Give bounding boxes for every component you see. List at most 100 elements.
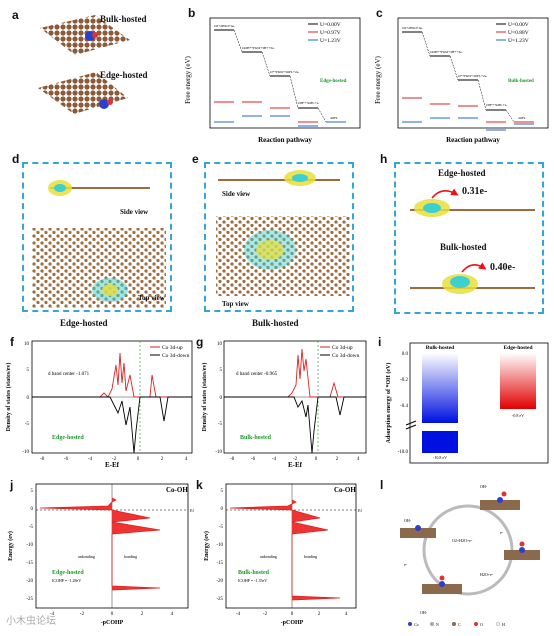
- svg-text:bonding: bonding: [304, 554, 317, 559]
- svg-text:-2: -2: [293, 457, 298, 462]
- panel-l: l OH- O2+H2O+e- e- H2O+e- OH- OH- e- Co …: [380, 478, 554, 631]
- panel-label-j: j: [10, 478, 14, 492]
- svg-text:Ef: Ef: [190, 508, 194, 513]
- svg-text:2: 2: [161, 457, 164, 462]
- svg-text:-20: -20: [216, 579, 223, 584]
- panel-d-structure: [32, 180, 166, 308]
- svg-text:Co 3d-up: Co 3d-up: [332, 345, 353, 351]
- h-edge-charge: 0.31e-: [462, 186, 488, 197]
- svg-text:OH-: OH-: [420, 610, 428, 615]
- svg-text:-4: -4: [272, 457, 277, 462]
- panel-e: e Side view Top view Bulk-hosted: [190, 150, 370, 332]
- svg-text:E-Ef: E-Ef: [288, 461, 303, 469]
- svg-text:Bulk-hosted: Bulk-hosted: [238, 570, 270, 576]
- panel-label-i: i: [378, 335, 382, 349]
- panel-e-frame: [204, 162, 354, 312]
- svg-text:Co 3d-down: Co 3d-down: [332, 353, 360, 359]
- svg-text:Adsorption energy of *OH (eV): Adsorption energy of *OH (eV): [385, 363, 392, 444]
- svg-text:0.0: 0.0: [402, 352, 409, 357]
- svg-text:-0.4: -0.4: [400, 404, 408, 409]
- svg-text:O2+H2O+e-: O2+H2O+e-: [452, 538, 473, 543]
- svg-text:-10: -10: [26, 543, 33, 548]
- svg-text:OOH*+H2O+3H++3e-: OOH*+H2O+3H++3e-: [242, 46, 276, 50]
- svg-text:O2+2H2O+4e-: O2+2H2O+4e-: [214, 24, 236, 28]
- panel-g: g Density of states (states/ev) E-Ef d b…: [196, 335, 370, 470]
- svg-text:anbonding: anbonding: [260, 554, 277, 559]
- free-energy-chart-b: Free energy (eV) Reaction pathway O2+2H2…: [184, 17, 361, 144]
- svg-text:-6: -6: [64, 457, 69, 462]
- svg-text:ICOHP = -1.35eV: ICOHP = -1.35eV: [238, 578, 267, 583]
- svg-text:-10: -10: [22, 450, 29, 455]
- svg-text:H2O+e-: H2O+e-: [480, 572, 494, 577]
- panel-h-structure: [410, 188, 535, 294]
- svg-text:OH-: OH-: [404, 518, 412, 523]
- svg-text:4: 4: [357, 457, 360, 462]
- svg-text:5: 5: [27, 368, 30, 373]
- svg-text:0: 0: [31, 507, 34, 512]
- svg-text:2: 2: [141, 612, 144, 617]
- svg-text:Co 3d-down: Co 3d-down: [162, 353, 190, 359]
- svg-text:-5: -5: [29, 525, 34, 530]
- panel-label-k: k: [196, 478, 203, 492]
- svg-text:-5: -5: [219, 525, 224, 530]
- panel-label-b: b: [188, 6, 196, 20]
- svg-text:O: O: [480, 622, 483, 627]
- svg-text:U=0.97V: U=0.97V: [320, 30, 341, 36]
- panel-label-c: c: [376, 6, 383, 20]
- e-top-view: Top view: [222, 300, 249, 308]
- svg-text:2: 2: [318, 612, 321, 617]
- h-edge-label: Edge-hosted: [438, 168, 486, 178]
- svg-text:0: 0: [221, 507, 224, 512]
- svg-text:-6: -6: [251, 457, 256, 462]
- svg-text:-0.8 eV: -0.8 eV: [512, 413, 524, 418]
- panel-a: a Bulk-hosted Edge-hosted: [0, 0, 160, 140]
- panel-label-f: f: [10, 335, 14, 349]
- svg-text:O*+H2O+3OH-+2e-: O*+H2O+3OH-+2e-: [458, 74, 488, 78]
- panel-label-h: h: [380, 152, 388, 166]
- panel-f: f Density of states (states/ev) E-Ef d b…: [0, 335, 200, 470]
- e-side-view: Side view: [222, 190, 251, 198]
- svg-text:e-: e-: [404, 562, 408, 567]
- svg-text:Edge-hosted: Edge-hosted: [52, 570, 84, 576]
- svg-text:Ef: Ef: [358, 508, 362, 513]
- svg-text:10: 10: [24, 342, 30, 347]
- svg-text:ICOHP = -1.28eV: ICOHP = -1.28eV: [52, 578, 81, 583]
- svg-text:Co 3d-up: Co 3d-up: [162, 345, 183, 351]
- mechanism-scheme: OH- O2+H2O+e- e- H2O+e- OH- OH- e- Co N …: [400, 484, 540, 627]
- dos-chart-f: Density of states (states/ev) E-Ef d ban…: [5, 340, 193, 469]
- svg-text:0: 0: [137, 457, 140, 462]
- svg-text:Co-OH: Co-OH: [334, 486, 356, 494]
- panel-h: h Edge-hosted 0.31e- Bulk-hosted 0.40e-: [380, 150, 554, 332]
- panel-d-frame: [22, 162, 172, 312]
- panel-label-a: a: [12, 8, 19, 22]
- svg-text:0: 0: [27, 396, 30, 401]
- svg-text:d band center -1.071: d band center -1.071: [48, 372, 90, 377]
- c-ylabel: Free energy (eV): [374, 55, 382, 103]
- svg-text:-pCOHP: -pCOHP: [101, 620, 124, 626]
- svg-text:10: 10: [217, 342, 223, 347]
- svg-text:U=0.00V: U=0.00V: [320, 22, 341, 28]
- panel-label-g: g: [196, 335, 204, 349]
- svg-text:Density of states (states/ev): Density of states (states/ev): [5, 363, 12, 432]
- svg-text:U=0.00V: U=0.00V: [508, 22, 529, 28]
- svg-text:Bulk-hosted: Bulk-hosted: [426, 345, 454, 351]
- svg-text:4: 4: [345, 612, 348, 617]
- svg-text:-10.8 eV: -10.8 eV: [433, 455, 447, 460]
- d-top-view: Top view: [138, 294, 165, 302]
- panel-e-structure: [216, 170, 350, 296]
- svg-text:-10.0: -10.0: [398, 450, 409, 455]
- svg-text:5: 5: [221, 489, 224, 494]
- svg-text:Edge-hosted: Edge-hosted: [52, 435, 84, 441]
- svg-text:OOH*+H2O+3H++3e-: OOH*+H2O+3H++3e-: [430, 50, 464, 54]
- svg-text:4OH-: 4OH-: [518, 116, 527, 120]
- panel-c: c Free energy (eV) Reaction pathway O2+2…: [370, 0, 554, 150]
- svg-text:-8: -8: [40, 457, 45, 462]
- svg-text:U=0.88V: U=0.88V: [508, 30, 529, 36]
- svg-text:0: 0: [111, 612, 114, 617]
- b-inset-label: Edge-hosted: [320, 79, 347, 84]
- svg-text:-5: -5: [25, 422, 30, 427]
- free-energy-chart-c: Free energy (eV) Reaction pathway O2+2H2…: [374, 17, 549, 144]
- panel-d: d Side view Top view Edge-hosted: [0, 150, 180, 332]
- adsorption-chart-i: Adsorption energy of *OH (eV) Bulk-hoste…: [385, 342, 549, 464]
- edge-bar: [500, 353, 536, 409]
